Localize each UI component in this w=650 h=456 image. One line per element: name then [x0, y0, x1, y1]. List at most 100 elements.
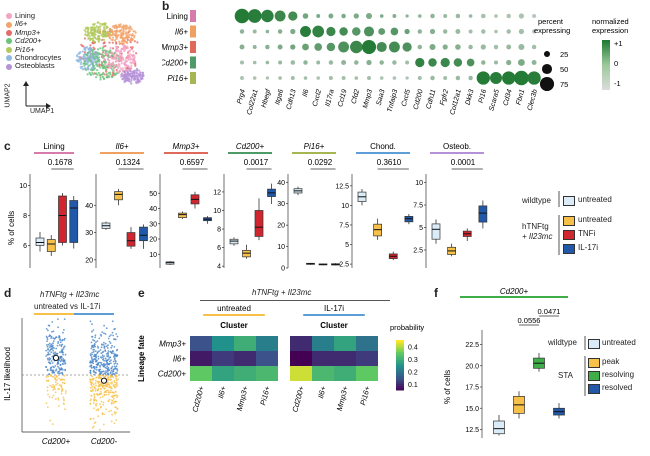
scatter-point — [51, 331, 53, 333]
umap-point — [114, 32, 118, 35]
box-body — [254, 210, 264, 237]
scatter-median — [100, 377, 108, 384]
ytick-label: 40 — [277, 180, 285, 187]
scatter-point — [112, 360, 115, 363]
colorbar-segment — [396, 352, 404, 355]
umap-axes — [23, 81, 51, 109]
scatter-point — [107, 382, 110, 385]
scatter-point — [50, 351, 53, 354]
scatter-point — [103, 391, 106, 394]
scatter-point — [104, 373, 107, 376]
colorbar-segment — [396, 378, 404, 381]
scatter-point — [62, 363, 64, 365]
scatter-point — [59, 379, 62, 381]
scatter-point — [100, 356, 103, 359]
scatter-point — [49, 384, 51, 387]
scatter-point — [113, 373, 116, 375]
dotplot-dot — [277, 44, 283, 50]
umap-point — [107, 32, 110, 35]
colorbar-segment — [396, 346, 404, 349]
umap-point — [128, 39, 131, 42]
scatter-point — [56, 344, 59, 347]
color-legend-title-2: expression — [592, 26, 628, 35]
umap-point — [92, 37, 95, 40]
legend-f-untreated: untreated — [602, 338, 636, 347]
dotplot-gene-label: Cxcl5 — [401, 89, 412, 108]
color-legend-label: -1 — [614, 79, 621, 88]
scatter-point — [89, 353, 92, 355]
dotplot-dot — [455, 44, 461, 50]
umap-point — [132, 50, 135, 53]
scatter-point — [56, 375, 59, 378]
scatter-point — [94, 345, 96, 348]
scatter-point — [53, 386, 56, 389]
colorbar-segment — [396, 374, 404, 377]
ytick-label: 40 — [149, 206, 157, 213]
dotplot-row-label: Mmp3+ — [162, 43, 188, 52]
scatter-point — [104, 333, 107, 335]
umap-point — [97, 35, 100, 38]
subplot-title-bar — [164, 152, 208, 154]
dotplot-dot — [506, 44, 512, 50]
scatter-point — [114, 338, 117, 341]
scatter-point — [89, 372, 92, 375]
ytick-label: 7.5 — [413, 203, 423, 210]
umap-point — [140, 77, 143, 80]
umap-point — [99, 78, 102, 81]
ytick-label: 30 — [277, 201, 285, 208]
umap-legend-item: Lining — [6, 11, 61, 20]
colorbar-segment — [396, 388, 404, 391]
dotplot-dot — [518, 28, 525, 35]
heatmap-cell — [356, 336, 378, 351]
umap-point — [87, 57, 90, 60]
umap-point — [119, 34, 122, 37]
umap-point — [109, 46, 112, 50]
size-legend-dot — [543, 50, 551, 58]
umap-point — [86, 51, 90, 54]
umap-point — [91, 50, 94, 53]
umap-point — [92, 68, 96, 71]
scatter-point — [63, 382, 66, 385]
scatter-point — [102, 423, 105, 426]
scatter-point — [110, 409, 112, 412]
scatter-point — [108, 360, 111, 363]
legend-f-sta: STA — [558, 371, 573, 380]
colorbar-segment — [396, 356, 404, 359]
umap-point — [99, 66, 102, 69]
umap-point — [102, 38, 106, 41]
scatter-point — [99, 333, 102, 336]
scatter-point — [61, 378, 63, 380]
scatter-point — [92, 425, 95, 428]
scatter-point — [47, 358, 49, 361]
ytick-label: 8 — [217, 227, 221, 234]
umap-point — [98, 38, 101, 41]
umap-point — [130, 66, 133, 70]
scatter-point — [97, 415, 100, 418]
umap-point — [90, 37, 93, 41]
scatter-point — [115, 354, 118, 357]
umap-legend-swatch — [6, 13, 12, 20]
scatter-point — [111, 344, 113, 347]
colorbar-tick-label: 0.4 — [408, 344, 418, 351]
heatmap-cell — [190, 351, 212, 366]
umap-point — [129, 58, 132, 61]
umap-point — [112, 61, 115, 64]
umap-point — [83, 64, 86, 67]
scatter-point — [101, 370, 104, 373]
dotplot-row-color — [190, 72, 196, 84]
umap-point — [86, 61, 89, 65]
scatter-point — [59, 368, 61, 371]
scatter-point — [61, 338, 64, 341]
scatter-point — [103, 362, 105, 365]
scatter-point — [113, 355, 116, 357]
umap-point — [139, 73, 142, 76]
ytick-label: 30 — [149, 221, 157, 228]
umap-point — [114, 73, 117, 76]
scatter-point — [51, 321, 54, 323]
umap-point — [91, 26, 94, 29]
scatter-point — [45, 402, 48, 405]
umap-point — [104, 63, 107, 66]
scatter-point — [104, 342, 107, 345]
scatter-point — [90, 384, 93, 387]
umap-point — [112, 36, 115, 39]
